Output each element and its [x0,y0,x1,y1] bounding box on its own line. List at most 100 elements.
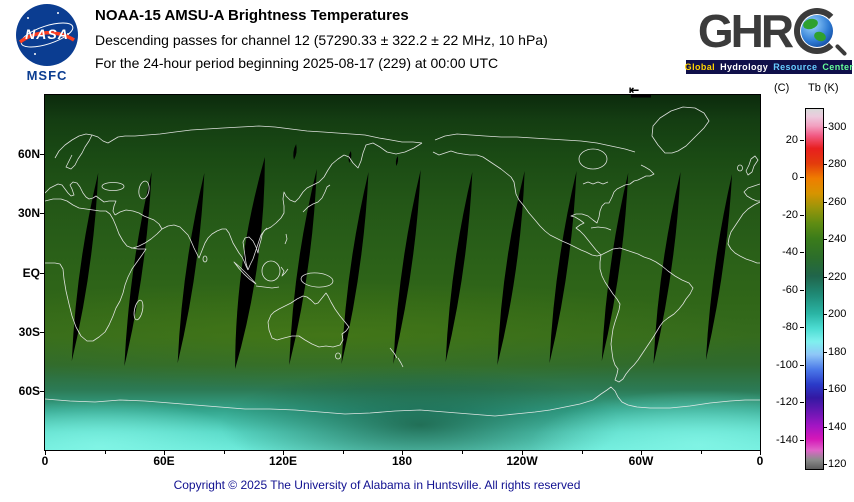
antarctic-cold-shading [45,399,250,450]
colorbar-celsius-label: -140 [775,433,798,446]
red-swoosh [18,31,75,44]
colorbar-kelvin-label: 280 [828,158,847,171]
coastline-india [161,224,249,271]
colorbar-celsius-unit: (C) [774,82,790,94]
colorbar-celsius-label: 20 [785,133,798,146]
colorbar-celsius-label: -80 [782,321,798,334]
data-gap-swath [705,173,733,361]
ghrc-letters: GHR [697,5,794,57]
nasa-logo-icon: NASA [16,4,78,66]
colorbar-tick [823,201,827,203]
magnifier-handle-icon [834,43,848,57]
lon-label-60w: 60W [628,454,654,468]
ghrc-banner-word: Resource [773,62,818,72]
globe-icon [801,15,834,47]
data-gap-swath [653,171,681,365]
data-gap-swath [235,157,265,369]
lon-tick [641,451,642,455]
coastline-japan [302,184,331,213]
lat-label-30n: 30N [17,206,40,220]
ghrc-letters-row: GHR [686,5,852,57]
island-greenland [651,106,710,154]
colorbar-tick [823,276,827,278]
data-gap-swath [497,170,525,366]
data-gap-swath [71,172,99,362]
data-gap-swath [601,172,629,362]
colorbar-kelvin-label: 180 [828,345,847,358]
colorbar-tick [800,402,804,404]
island-cuba [590,226,612,231]
msfc-label: MSFC [26,68,68,83]
colorbar-tick [800,439,804,441]
lon-minor-tick [462,451,463,454]
data-gap-swath [124,171,152,367]
antarctic-cold-shading [530,390,760,450]
island-borneo [261,260,281,282]
world-map-svg [45,95,760,450]
orbit-ellipse [20,22,74,48]
coastline-iberia [743,183,760,202]
data-gap-swath [289,168,317,366]
island-new-zealand [389,347,404,368]
colorbar-kelvin-label: 120 [828,458,847,471]
island-new-guinea [300,272,334,288]
lat-label-eq: EQ [22,265,40,280]
copyright-text: Copyright © 2025 The University of Alaba… [173,478,581,492]
island-sulawesi [280,266,289,277]
colorbar-tick [823,314,827,316]
colorbar-kelvin-unit: Tb (K) [808,82,839,94]
map-frame [44,94,761,451]
coastline-west-africa [727,201,760,264]
data-gap-swath [341,171,369,365]
colorbar-tick [823,126,827,128]
colorbar-celsius-label: -100 [775,358,798,371]
coastline-kamchatka [343,142,423,169]
colorbar-tick [823,239,827,241]
coastline-north-america-arctic [434,133,636,153]
nasa-logo-block: NASA MSFC [10,4,84,83]
colorbar-tick [800,252,804,254]
coastline-malay [242,227,268,271]
lat-label-60n: 60N [17,147,40,161]
data-gap-swath [393,169,421,365]
colorbar-kelvin-label: 140 [828,420,847,433]
colorbar-celsius-label: -120 [775,396,798,409]
data-gap-swaths [71,144,733,369]
coastline-australia [267,292,350,348]
island-sumatra [233,261,257,285]
coastline-east-asia [247,154,345,271]
nasa-logo-text: NASA [25,26,69,42]
colorbar-kelvin-label: 160 [828,383,847,396]
caspian-sea [138,180,150,200]
colorbar-tick [800,177,804,179]
colorbar-celsius-label: 0 [791,171,798,184]
lat-tick [40,213,44,214]
polar-dark-shading [220,367,620,450]
ghrc-banner-word: Hydrology [720,62,769,72]
subtitle-channel: Descending passes for channel 12 (57290.… [95,32,548,48]
hudson-bay [578,148,608,170]
scan-direction-arrow: ⇤ [629,83,640,97]
lon-tick [522,451,523,455]
data-gap-swath [395,156,399,166]
coastline-arabia [114,209,163,249]
colorbar-tick [800,327,804,329]
island-madagascar [133,299,144,321]
ghrc-c-globe [794,8,848,57]
lon-minor-tick [581,451,583,454]
ghrc-logo-block: GHR Global Hydrology Resource Center [685,5,853,74]
colorbar-tick [823,464,827,466]
island-britain [745,155,759,176]
colorbar-gradient [805,108,824,470]
lon-minor-tick [223,451,225,454]
coastline-africa [45,198,147,342]
island-tasmania [335,352,341,360]
coastline-south-america [599,247,694,383]
black-sea [101,182,125,191]
lon-minor-tick [104,451,106,454]
globe-land-shape [802,17,820,31]
great-lakes [582,181,609,185]
lon-label-0: 0 [756,454,764,468]
island-java [255,285,280,289]
